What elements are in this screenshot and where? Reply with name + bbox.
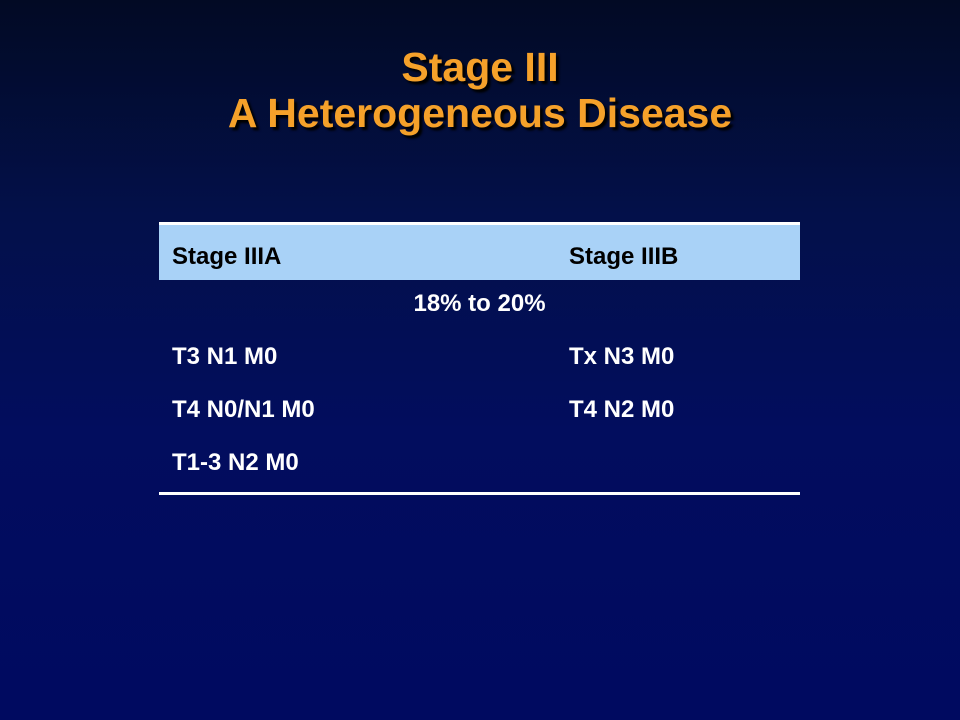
table-row: T3 N1 M0 Tx N3 M0: [159, 333, 800, 386]
incidence-row: 18% to 20%: [159, 280, 800, 333]
incidence-value: 18% to 20%: [413, 290, 546, 317]
table-row: T1-3 N2 M0: [159, 439, 800, 492]
slide-title: Stage III A Heterogeneous Disease: [0, 44, 960, 136]
table-row: T4 N0/N1 M0 T4 N2 M0: [159, 386, 800, 439]
staging-table: Stage IIIA Stage IIIB 18% to 20% T3 N1 M…: [159, 222, 800, 495]
table-cell-iiia: T4 N0/N1 M0: [172, 396, 315, 423]
title-line-1: Stage III: [401, 44, 559, 90]
header-stage-iiia: Stage IIIA: [172, 243, 282, 270]
title-line-2: A Heterogeneous Disease: [227, 90, 733, 136]
table-header-row: Stage IIIA Stage IIIB: [159, 225, 800, 280]
table-cell-iiia: T3 N1 M0: [172, 343, 278, 370]
table-cell-iiia: T1-3 N2 M0: [172, 449, 299, 476]
table-cell-iiib: T4 N2 M0: [569, 396, 675, 423]
table-cell-iiib: Tx N3 M0: [569, 343, 675, 370]
header-stage-iiib: Stage IIIB: [569, 243, 679, 270]
